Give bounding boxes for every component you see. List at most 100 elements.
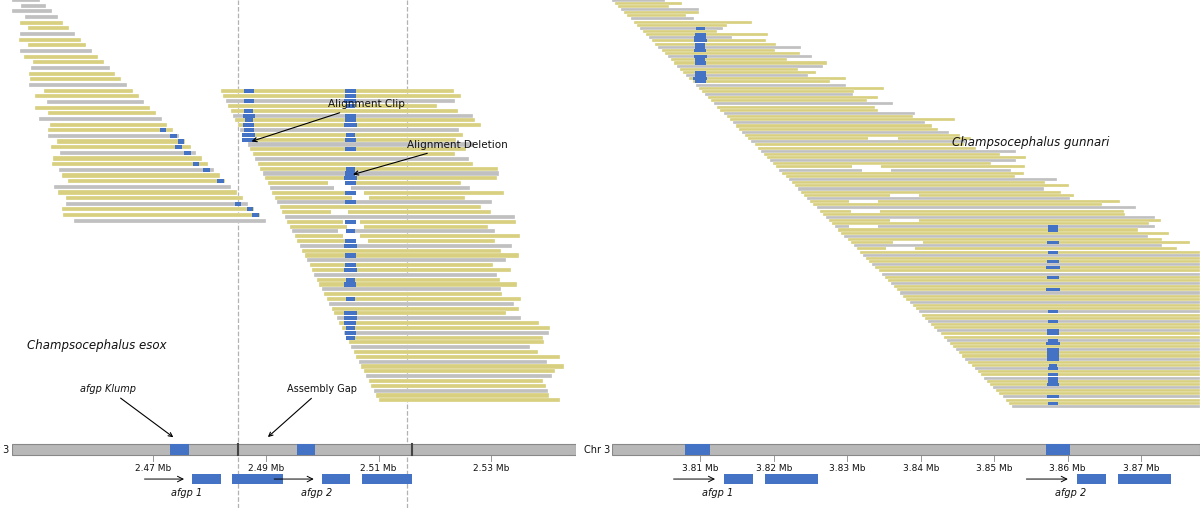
- Bar: [890, 219, 919, 222]
- Bar: [782, 172, 1025, 175]
- Bar: [1048, 355, 1058, 358]
- Bar: [25, 15, 58, 19]
- Bar: [24, 54, 98, 58]
- Bar: [616, 2, 683, 5]
- Bar: [904, 295, 1200, 298]
- Bar: [931, 323, 1200, 326]
- Bar: [916, 307, 1200, 310]
- Bar: [343, 234, 360, 238]
- Bar: [1117, 474, 1170, 484]
- Bar: [712, 99, 868, 102]
- Bar: [346, 190, 355, 195]
- Bar: [344, 99, 356, 103]
- Bar: [324, 292, 503, 296]
- Bar: [12, 444, 576, 455]
- Bar: [217, 179, 224, 183]
- Bar: [919, 310, 1200, 313]
- Bar: [19, 38, 80, 42]
- Bar: [184, 151, 191, 155]
- Text: afgp Klump: afgp Klump: [80, 384, 173, 436]
- Bar: [739, 128, 938, 131]
- Bar: [953, 345, 1200, 348]
- Bar: [695, 61, 706, 65]
- Bar: [234, 202, 241, 206]
- Bar: [646, 33, 768, 36]
- Bar: [956, 348, 1200, 351]
- Bar: [630, 17, 694, 20]
- Bar: [223, 94, 461, 98]
- Bar: [888, 279, 1200, 282]
- Bar: [50, 145, 191, 149]
- Bar: [755, 143, 965, 146]
- Bar: [1048, 376, 1058, 379]
- Text: 2.53 Mb: 2.53 Mb: [473, 464, 510, 473]
- Bar: [886, 247, 916, 250]
- Bar: [690, 77, 846, 80]
- Bar: [674, 61, 827, 65]
- Bar: [1012, 405, 1200, 408]
- Bar: [359, 360, 547, 364]
- Bar: [959, 352, 1200, 355]
- Bar: [810, 200, 1120, 203]
- Bar: [839, 229, 1138, 232]
- Text: afgp 2: afgp 2: [301, 488, 332, 498]
- Bar: [376, 393, 548, 397]
- Bar: [347, 190, 364, 195]
- Bar: [816, 206, 1136, 209]
- Bar: [361, 474, 413, 484]
- Text: 3.87 Mb: 3.87 Mb: [1123, 464, 1159, 473]
- Bar: [1076, 474, 1106, 484]
- Bar: [295, 234, 520, 238]
- Bar: [1006, 399, 1200, 402]
- Bar: [1002, 395, 1200, 398]
- Bar: [74, 219, 265, 223]
- Bar: [298, 239, 494, 243]
- Bar: [1046, 289, 1060, 292]
- Bar: [50, 122, 168, 126]
- Bar: [665, 52, 800, 55]
- Bar: [30, 77, 121, 81]
- Bar: [344, 282, 356, 287]
- Bar: [612, 0, 665, 2]
- Bar: [698, 87, 883, 90]
- Bar: [344, 331, 356, 335]
- Bar: [344, 244, 356, 248]
- Text: 2.51 Mb: 2.51 Mb: [360, 464, 397, 473]
- Bar: [66, 202, 248, 206]
- Bar: [612, 444, 1200, 455]
- Bar: [40, 117, 162, 121]
- Bar: [764, 474, 817, 484]
- Bar: [988, 379, 1200, 383]
- Bar: [770, 159, 1015, 162]
- Bar: [773, 162, 991, 165]
- Bar: [347, 225, 364, 229]
- Bar: [203, 168, 210, 172]
- Bar: [60, 151, 197, 155]
- Bar: [346, 336, 355, 340]
- Bar: [245, 138, 456, 142]
- Bar: [695, 58, 706, 61]
- Bar: [882, 273, 1200, 276]
- Bar: [680, 68, 798, 71]
- Bar: [968, 361, 1200, 364]
- Text: afgp 2: afgp 2: [1055, 488, 1086, 498]
- Bar: [935, 326, 1200, 329]
- Bar: [356, 355, 559, 359]
- Bar: [776, 166, 1025, 169]
- Bar: [894, 285, 1200, 288]
- Bar: [1048, 339, 1058, 342]
- Bar: [346, 171, 355, 175]
- Bar: [1048, 329, 1058, 332]
- Bar: [52, 162, 208, 166]
- Bar: [35, 94, 138, 98]
- Bar: [637, 24, 727, 27]
- Bar: [1046, 266, 1060, 269]
- Bar: [59, 168, 214, 172]
- Bar: [346, 277, 355, 281]
- Text: 3.85 Mb: 3.85 Mb: [976, 464, 1013, 473]
- Bar: [329, 181, 346, 185]
- Bar: [280, 205, 481, 209]
- Bar: [44, 88, 133, 92]
- Bar: [56, 140, 185, 144]
- Bar: [757, 146, 976, 149]
